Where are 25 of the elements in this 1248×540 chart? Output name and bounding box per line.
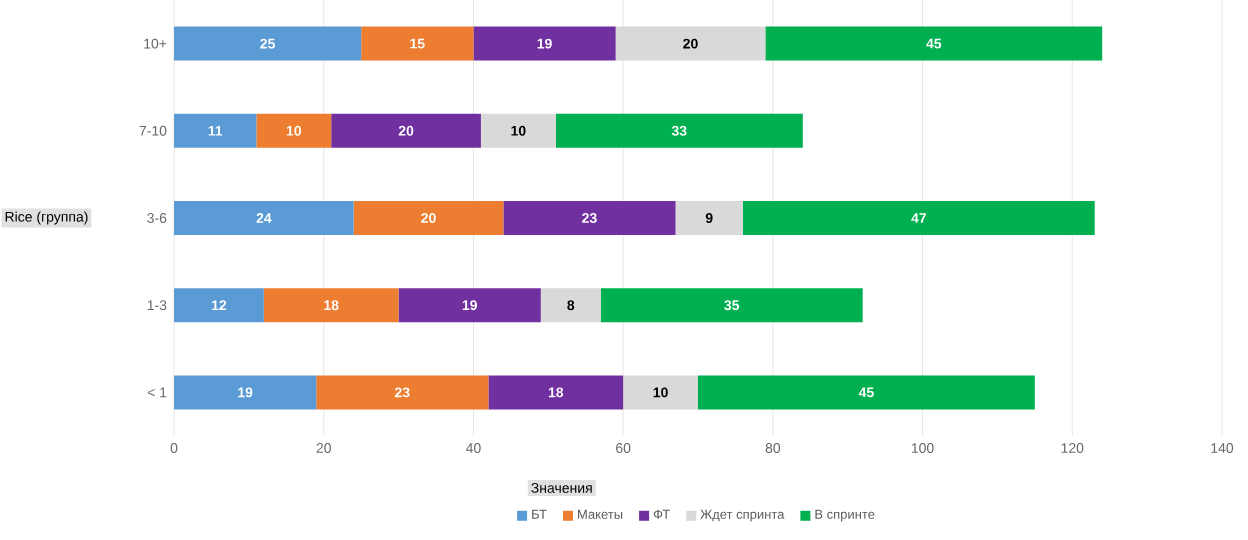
bar [353, 201, 504, 235]
bar [473, 26, 616, 61]
bar [480, 113, 556, 148]
bar [765, 26, 1103, 61]
bar [174, 201, 354, 235]
bar [488, 375, 624, 410]
bar [174, 113, 257, 148]
bar [256, 113, 332, 148]
bar [263, 288, 399, 323]
bar [398, 288, 541, 323]
bar [331, 113, 481, 148]
bar [316, 375, 489, 410]
bar [698, 375, 1035, 410]
bar [600, 288, 863, 323]
bar [540, 288, 601, 323]
bar [742, 201, 1095, 235]
bar [615, 26, 766, 61]
bar [174, 375, 317, 410]
bar [623, 375, 698, 410]
bar [555, 113, 803, 148]
bar [361, 26, 474, 61]
bar [174, 288, 264, 323]
bar [174, 26, 362, 61]
bar [675, 201, 743, 235]
bar [503, 201, 676, 235]
